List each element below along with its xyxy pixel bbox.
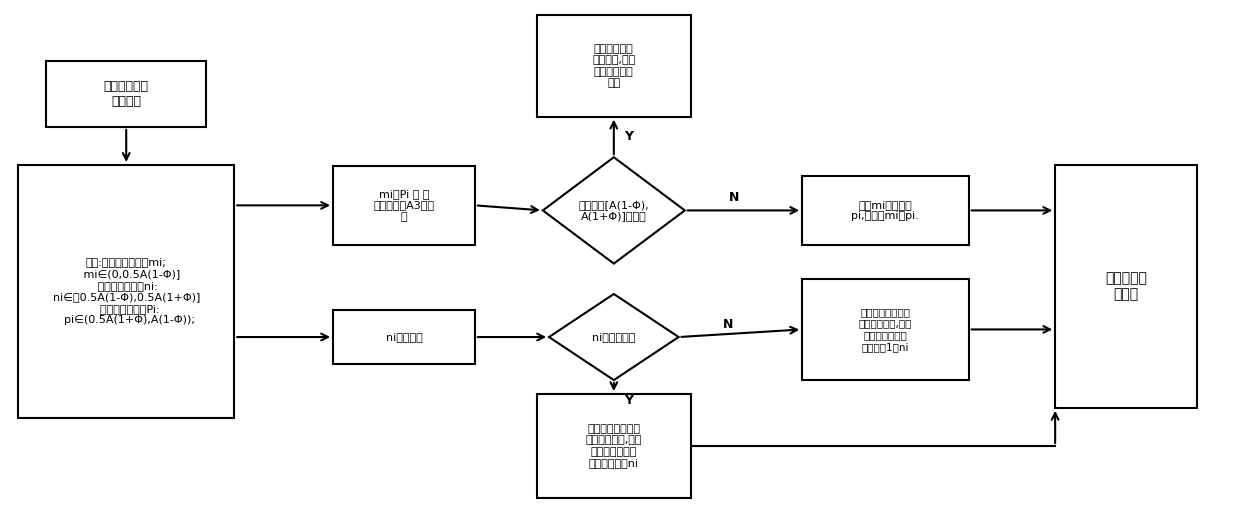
Text: 分类配给待
配管材: 分类配给待 配管材 xyxy=(1105,271,1147,302)
Text: 分类:第一类目标管道mi;
   mi∈(0,0.5A(1-Φ)]
 第二类目标管道ni:
ni∈（0.5A(1-Φ),0.5A(1+Φ)]
  第三类目标管道: 分类:第一类目标管道mi; mi∈(0,0.5A(1-Φ)] 第二类目标管道ni… xyxy=(52,258,200,326)
Text: 配给对应长度
待配管材,按目
标管道长分切
配给: 配给对应长度 待配管材,按目 标管道长分切 配给 xyxy=(593,44,635,89)
Text: Y: Y xyxy=(624,131,634,143)
Text: 配给对应长度和数
量的待配管材,按目
标管道长分切配
给，没有剩余ni: 配给对应长度和数 量的待配管材,按目 标管道长分切配 给，没有剩余ni xyxy=(585,423,642,468)
Bar xyxy=(802,176,968,245)
Text: N: N xyxy=(729,191,739,204)
Bar xyxy=(802,279,968,380)
Text: 总长度在[A(1-Φ),
A(1+Φ)]范围内: 总长度在[A(1-Φ), A(1+Φ)]范围内 xyxy=(579,200,650,221)
Polygon shape xyxy=(543,157,684,264)
Text: ni数量为偶数: ni数量为偶数 xyxy=(593,332,636,342)
Text: ni两两匹配: ni两两匹配 xyxy=(386,332,423,342)
Text: 剩余mi，或剩余
pi,或剩余mi和pi.: 剩余mi，或剩余 pi,或剩余mi和pi. xyxy=(852,200,919,221)
Bar xyxy=(537,15,691,117)
Bar xyxy=(19,165,234,418)
Text: 目标管道分类
组合配给: 目标管道分类 组合配给 xyxy=(104,80,149,108)
Bar xyxy=(46,61,207,127)
Bar xyxy=(334,310,475,364)
Text: Y: Y xyxy=(624,394,634,407)
Text: N: N xyxy=(723,318,733,331)
Polygon shape xyxy=(549,294,678,380)
Bar xyxy=(537,394,691,498)
Text: mi与Pi 对 匹
配，先匹配A3长管
段: mi与Pi 对 匹 配，先匹配A3长管 段 xyxy=(373,189,434,222)
Text: 配给对应长度和数
量的待配管材,按目
标管段长分切配
给，剩余1个ni: 配给对应长度和数 量的待配管材,按目 标管段长分切配 给，剩余1个ni xyxy=(859,307,913,352)
Bar xyxy=(334,166,475,245)
Bar xyxy=(1055,165,1197,408)
